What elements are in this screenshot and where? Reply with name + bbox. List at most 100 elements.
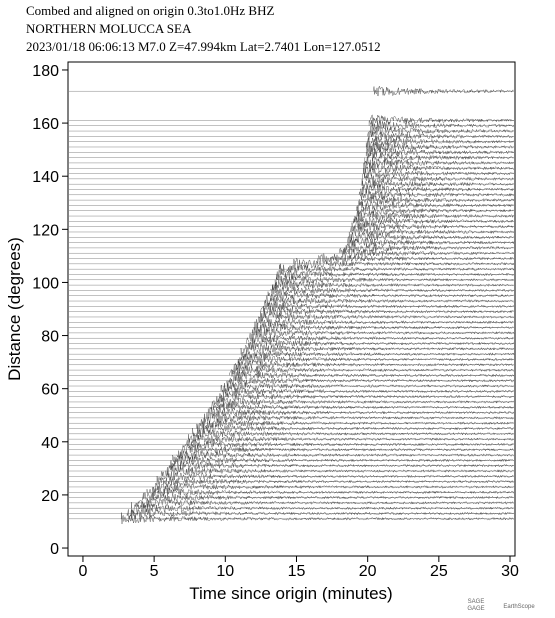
trace-wiggle <box>365 141 514 153</box>
trace-wiggle <box>223 380 514 392</box>
trace-wiggle <box>373 85 514 97</box>
trace-wiggle <box>354 210 514 222</box>
trace-wiggle <box>126 508 514 520</box>
trace-wiggle <box>252 327 515 338</box>
chart-subtitle: NORTHERN MOLUCCA SEA <box>26 21 192 36</box>
trace-wiggle <box>188 433 514 444</box>
y-tick-label: 180 <box>32 63 59 80</box>
trace-wiggle <box>367 130 514 143</box>
trace-wiggle <box>350 226 515 237</box>
trace-wiggle <box>347 236 515 249</box>
footer-logo: EarthScope <box>503 604 535 610</box>
trace-wiggle <box>364 152 514 164</box>
trace-wiggle <box>363 167 515 179</box>
trace-wiggle <box>196 422 514 434</box>
trace-wiggle <box>364 157 514 169</box>
y-axis-label: Distance (degrees) <box>5 237 24 381</box>
trace-wiggle <box>344 242 514 253</box>
trace-wiggle <box>136 498 514 509</box>
y-tick-label: 160 <box>32 116 59 133</box>
trace-wiggle <box>235 358 514 371</box>
trace-wiggle <box>263 300 515 312</box>
footer-logo: SAGE <box>468 599 485 605</box>
trace-wiggle <box>279 263 515 274</box>
trace-wiggle <box>246 337 514 349</box>
trace-wiggle <box>146 487 514 498</box>
trace-wiggle <box>338 247 515 259</box>
trace-wiggle <box>363 162 514 175</box>
trace-wiggle <box>272 279 514 291</box>
trace-wiggle <box>253 321 514 333</box>
trace-wiggle <box>180 443 514 455</box>
y-tick-label: 140 <box>32 169 59 186</box>
trace-wiggle <box>368 125 514 137</box>
trace-wiggle <box>152 481 515 494</box>
y-tick-label: 40 <box>41 435 59 452</box>
trace-wiggle <box>243 343 515 354</box>
trace-wiggle <box>237 353 514 366</box>
trace-wiggle <box>232 364 514 375</box>
trace-wiggle <box>229 369 515 381</box>
x-tick-label: 10 <box>216 563 234 580</box>
trace-wiggle <box>357 200 514 212</box>
trace-wiggle <box>185 438 514 450</box>
trace-wiggle <box>131 502 514 514</box>
y-tick-label: 0 <box>50 541 59 558</box>
trace-wiggle <box>260 305 514 318</box>
trace-wiggle <box>121 512 515 525</box>
x-tick-label: 25 <box>430 563 448 580</box>
trace-wiggle <box>368 120 514 131</box>
trace-wiggle <box>172 454 514 466</box>
trace-wiggle <box>249 333 514 345</box>
trace-wiggle <box>270 285 515 296</box>
y-tick-label: 80 <box>41 329 59 346</box>
y-tick-label: 120 <box>32 222 59 239</box>
trace-wiggle <box>142 492 514 503</box>
trace-wiggle <box>361 172 514 185</box>
trace-wiggle <box>361 179 514 190</box>
trace-wiggle <box>213 396 515 407</box>
trace-wiggle <box>176 450 514 461</box>
trace-wiggle <box>356 205 514 217</box>
x-tick-label: 0 <box>78 563 87 580</box>
y-tick-label: 20 <box>41 488 59 505</box>
event-annotation: 2023/01/18 06:06:13 M7.0 Z=47.994km Lat=… <box>26 39 381 54</box>
trace-wiggle <box>276 269 514 280</box>
trace-wiggle <box>220 384 514 398</box>
x-axis-label: Time since origin (minutes) <box>189 584 392 603</box>
trace-wiggle <box>216 391 514 403</box>
plot-frame <box>67 61 516 557</box>
trace-wiggle <box>264 295 514 308</box>
trace-wiggle <box>156 475 515 488</box>
trace-wiggle <box>192 428 514 440</box>
chart-title: Combed and aligned on origin 0.3to1.0Hz … <box>26 3 274 18</box>
trace-wiggle <box>200 417 514 430</box>
trace-wiggle <box>360 184 514 195</box>
trace-wiggle <box>259 311 515 323</box>
x-tick-label: 20 <box>359 563 377 580</box>
trace-wiggle <box>274 274 515 286</box>
trace-wiggle <box>351 220 514 232</box>
trace-wiggle <box>348 231 514 244</box>
y-tick-label: 100 <box>32 275 59 292</box>
footer-logo: GAGE <box>467 606 484 612</box>
trace-wiggle <box>293 257 515 270</box>
trace-wiggle <box>358 189 515 201</box>
trace-wiggle <box>210 400 514 413</box>
trace-wiggle <box>203 412 514 424</box>
y-tick-label: 60 <box>41 382 59 399</box>
trace-wiggle <box>353 216 514 227</box>
trace-wiggle <box>160 471 514 481</box>
trace-wiggle <box>256 315 514 329</box>
trace-wiggle <box>370 114 514 127</box>
trace-wiggle <box>169 460 514 472</box>
x-tick-label: 30 <box>501 563 519 580</box>
x-tick-label: 5 <box>150 563 159 580</box>
trace-wiggle <box>165 464 514 477</box>
x-tick-label: 15 <box>288 563 306 580</box>
trace-wiggle <box>207 407 514 419</box>
trace-wiggle <box>240 347 515 360</box>
trace-wiggle <box>226 375 514 387</box>
trace-wiggle <box>367 137 514 148</box>
